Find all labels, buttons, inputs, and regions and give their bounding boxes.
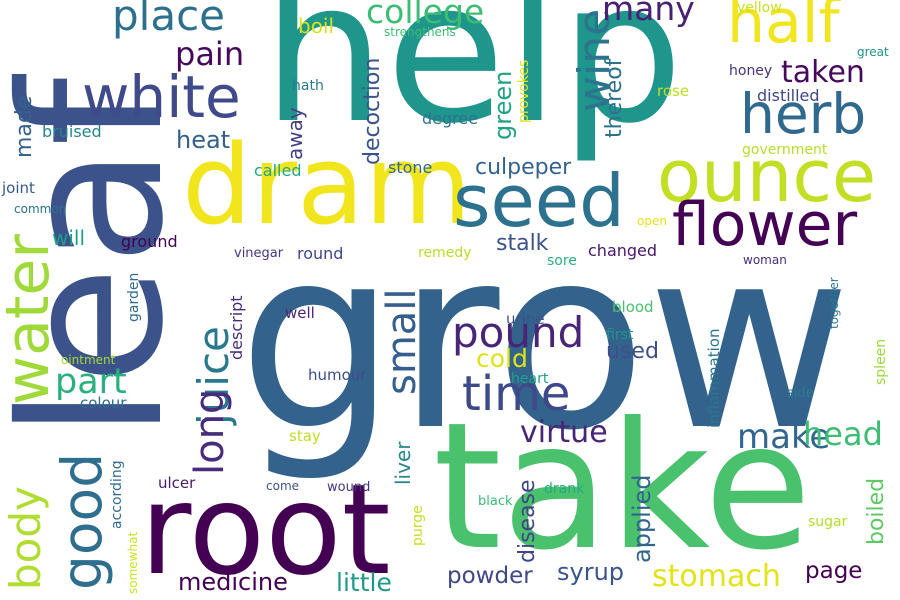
- word-purge: purge: [410, 505, 426, 546]
- word-boiled: boiled: [864, 477, 889, 545]
- word-ointment: ointment: [61, 353, 116, 367]
- word-changed: changed: [588, 241, 658, 260]
- word-common: common: [14, 202, 67, 216]
- word-thereof: thereof: [602, 58, 627, 138]
- word-herb: herb: [740, 82, 867, 146]
- word-heat: heat: [176, 126, 231, 154]
- word-great: great: [857, 45, 889, 59]
- word-seed: seed: [453, 159, 625, 243]
- word-first: first: [606, 327, 634, 343]
- word-dram: dram: [182, 121, 472, 249]
- word-degree: degree: [422, 109, 479, 128]
- word-stone: stone: [388, 158, 433, 177]
- word-blood: blood: [612, 298, 654, 316]
- word-long: long: [187, 388, 233, 475]
- word-strengthens: strengthens: [384, 25, 456, 39]
- word-powder: powder: [447, 563, 533, 589]
- word-medicine: medicine: [178, 568, 288, 596]
- word-sugar: sugar: [808, 514, 848, 530]
- word-green: green: [489, 70, 517, 140]
- word-pain: pain: [175, 35, 245, 73]
- word-provokes: provokes: [516, 59, 532, 123]
- word-remedy: remedy: [418, 245, 472, 261]
- word-descript: descript: [227, 295, 246, 360]
- word-part: part: [55, 362, 127, 402]
- word-syrup: syrup: [557, 558, 625, 586]
- word-made: made: [12, 95, 37, 158]
- word-good: good: [50, 452, 114, 590]
- word-stomach: stomach: [652, 559, 781, 594]
- word-applied: applied: [628, 474, 656, 563]
- word-will: will: [52, 226, 86, 250]
- word-drank: drank: [544, 481, 585, 497]
- word-small: small: [379, 288, 425, 395]
- word-round: round: [297, 244, 344, 263]
- word-root: root: [140, 458, 391, 600]
- word-stay: stay: [289, 427, 321, 445]
- word-make: make: [737, 417, 831, 457]
- word-page: page: [805, 558, 863, 584]
- word-sore: sore: [547, 253, 577, 269]
- word-culpeper: culpeper: [475, 155, 572, 180]
- word-distilled: distilled: [757, 86, 820, 105]
- word-little: little: [336, 568, 392, 597]
- word-help: help: [262, 0, 684, 166]
- word-spleen: spleen: [873, 338, 889, 385]
- word-head: head: [803, 415, 883, 453]
- word-used: used: [606, 339, 659, 364]
- word-pound: pound: [452, 308, 585, 357]
- word-woman: woman: [743, 253, 787, 267]
- word-disease: disease: [515, 479, 540, 563]
- word-side: side: [787, 386, 814, 401]
- word-together: together: [827, 277, 841, 329]
- word-called: called: [254, 161, 302, 180]
- word-body: body: [1, 486, 50, 590]
- word-many: many: [602, 0, 695, 28]
- word-wound: wound: [327, 480, 371, 495]
- word-water: water: [0, 234, 63, 405]
- word-black: black: [478, 494, 513, 509]
- word-take: take: [433, 386, 812, 589]
- word-time: time: [462, 366, 571, 422]
- word-bruised: bruised: [42, 122, 102, 141]
- word-flower: flower: [672, 190, 858, 260]
- word-decoction: decoction: [360, 57, 385, 165]
- word-garden: garden: [126, 272, 142, 322]
- word-yellow: yellow: [737, 0, 782, 16]
- word-liver: liver: [391, 441, 415, 485]
- word-cold: cold: [476, 344, 528, 373]
- word-somewhat: somewhat: [126, 531, 140, 594]
- word-humour: humour: [308, 366, 367, 384]
- word-colour: colour: [80, 394, 127, 412]
- word-well: well: [285, 304, 315, 322]
- word-virtue: virtue: [520, 415, 608, 450]
- word-rose: rose: [657, 82, 690, 100]
- word-ounce: ounce: [657, 134, 877, 218]
- word-inflammation: inflammation: [705, 328, 723, 428]
- word-joint: joint: [2, 179, 35, 197]
- word-government: government: [742, 142, 828, 158]
- word-heart: heart: [511, 371, 549, 387]
- word-grow: grow: [238, 194, 852, 485]
- word-according: according: [109, 460, 125, 529]
- word-white: white: [82, 63, 241, 131]
- word-honey: honey: [729, 63, 773, 79]
- word-stalk: stalk: [496, 231, 549, 256]
- word-come: come: [266, 479, 300, 493]
- word-half: half: [727, 0, 840, 57]
- word-away: away: [283, 107, 307, 160]
- word-ulcer: ulcer: [158, 474, 196, 492]
- word-place: place: [112, 0, 225, 40]
- word-boil: boil: [298, 14, 335, 38]
- word-college: college: [366, 0, 485, 31]
- word-taken: taken: [781, 55, 865, 90]
- word-vinegar: vinegar: [234, 246, 284, 261]
- word-hath: hath: [292, 78, 324, 94]
- word-ground: ground: [121, 232, 178, 251]
- word-urine: urine: [506, 310, 545, 328]
- word-open: open: [637, 214, 667, 228]
